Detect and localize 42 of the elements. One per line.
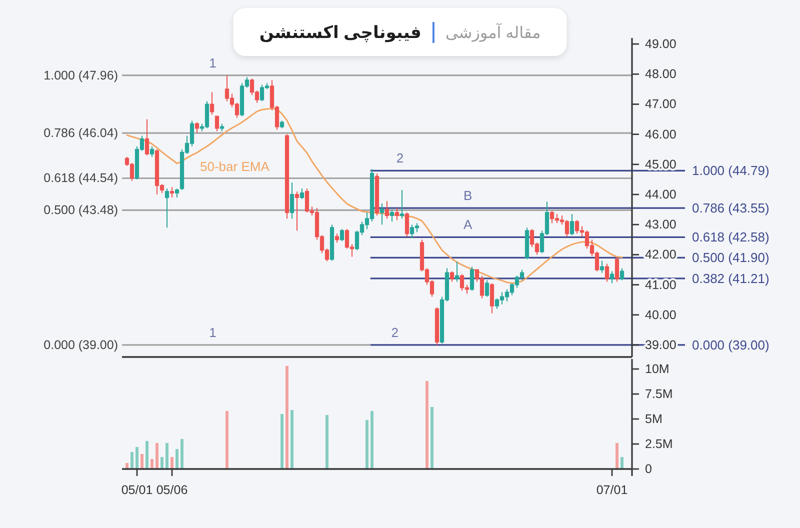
subtitle: مقاله آموزشی xyxy=(445,25,541,42)
y-tick-label: 48.00 xyxy=(645,67,676,82)
ref-line-label: 0.786 (43.55) xyxy=(692,200,770,216)
ref-line: 0.786 (46.04) xyxy=(44,126,632,140)
annotation: 2 xyxy=(391,324,398,340)
ref-line-label: 0.618 (44.54) xyxy=(44,171,118,186)
x-tick-label: 05/06 xyxy=(156,483,188,497)
y-tick-label: 40.00 xyxy=(645,308,676,322)
ref-line-label: 0.000 (39.00) xyxy=(692,337,770,352)
annotation: B xyxy=(463,188,472,204)
ref-line-label: 0.382 (41.21) xyxy=(692,270,770,286)
y-tick-label: 44.00 xyxy=(645,187,676,202)
ref-line-label: 1.000 (47.96) xyxy=(44,68,118,82)
y-tick-label: 46.00 xyxy=(645,127,676,142)
y-tick-label: 49.00 xyxy=(645,37,676,52)
x-tick-label: 07/01 xyxy=(596,483,628,497)
x-tick-label: 05/01 xyxy=(121,483,153,497)
ref-line: 0.618 (44.54) xyxy=(44,171,632,186)
series-label: 50-bar EMA xyxy=(200,158,270,174)
ref-line-label: 0.000 (39.00) xyxy=(44,338,118,352)
ref-line-label: 0.786 (46.04) xyxy=(44,126,118,140)
ref-line: 1.000 (47.96) xyxy=(44,68,632,82)
y-tick-label: 5M xyxy=(645,412,662,426)
y-tick-label: 47.00 xyxy=(645,97,676,112)
annotation: 1 xyxy=(209,55,216,70)
ref-line-label: 0.500 (41.90) xyxy=(692,250,770,266)
y-tick-label: 41.00 xyxy=(645,278,676,292)
title: فیبوناچی اکستنشن xyxy=(259,23,422,42)
annotation: 2 xyxy=(396,150,404,166)
y-tick-label: 10M xyxy=(645,362,670,376)
ref-line-label: 1.000 (44.79) xyxy=(692,163,770,178)
y-tick-label: 0 xyxy=(645,462,652,476)
annotation: A xyxy=(463,217,472,232)
y-tick-label: 43.00 xyxy=(645,218,676,232)
y-tick-label: 7.5M xyxy=(645,387,673,401)
ref-line: 0.618 (42.58) xyxy=(370,230,770,245)
ref-line: 0.000 (39.00) xyxy=(44,338,370,352)
y-tick-label: 2.5M xyxy=(645,437,673,451)
annotation: 1 xyxy=(209,324,216,340)
ref-line-label: 0.500 (43.48) xyxy=(44,203,118,218)
y-tick-label: 45.00 xyxy=(645,157,676,172)
ref-line-label: 0.618 (42.58) xyxy=(692,230,770,245)
